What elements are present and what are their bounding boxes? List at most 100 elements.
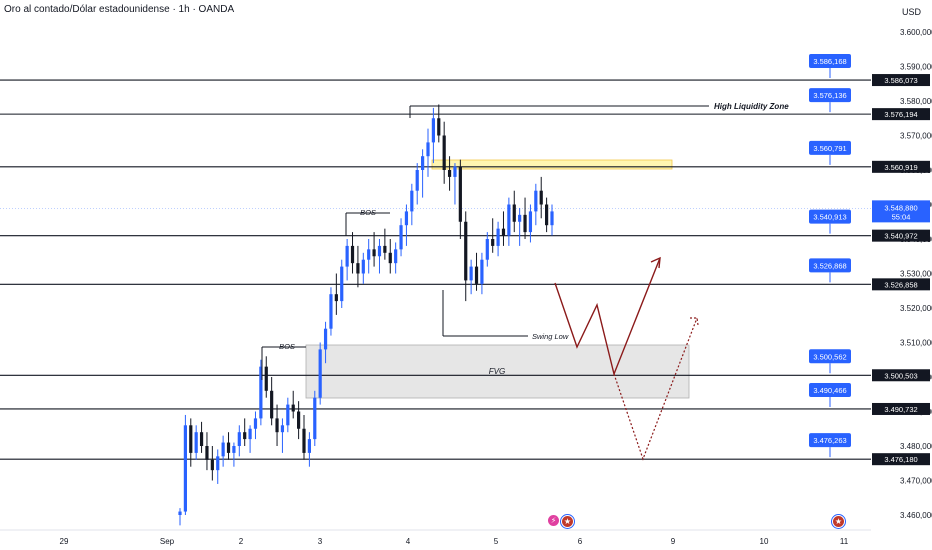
candle-body — [275, 418, 279, 433]
candle-body — [243, 432, 247, 440]
projection-paths — [554, 256, 699, 461]
us-flag-icon[interactable]: ★ — [561, 515, 574, 528]
lightning-icon[interactable]: ⚡ — [548, 515, 559, 526]
candle-body — [297, 411, 301, 429]
badge-value: 3.500,562 — [813, 352, 846, 361]
time-tick-label: 10 — [760, 537, 769, 546]
candle-body — [248, 428, 252, 440]
price-tick-label: 3.520,000 — [900, 304, 932, 313]
annotations: FVG High Liquidity Zone BOS BOS Swing Low — [261, 102, 789, 380]
candle-body — [350, 245, 355, 264]
time-tick-label: 2 — [239, 537, 244, 546]
candle-body — [491, 239, 495, 246]
candle-body — [345, 245, 349, 267]
projection-dotted-path — [613, 317, 698, 461]
level-badge: 3.586,168 — [809, 54, 851, 79]
candle-body — [340, 266, 344, 302]
time-tick-label: 9 — [671, 537, 676, 546]
level-price-box — [872, 369, 930, 382]
projection-arrowhead — [650, 256, 661, 269]
price-tick-label: 3.470,000 — [900, 477, 932, 486]
swing-low-label: Swing Low — [532, 332, 569, 341]
candle-body — [226, 442, 231, 453]
candle-body — [302, 428, 306, 453]
badge-value: 3.576,136 — [813, 91, 846, 100]
level-badge: 3.500,562 — [809, 349, 851, 374]
level-badges: 3.586,168 3.576,136 3.560,791 3.540,913 3.52… — [809, 54, 851, 458]
level-price-box — [872, 229, 930, 242]
level-price-label: 3.526,858 — [884, 280, 917, 289]
level-price-box — [872, 108, 930, 121]
candle-body — [394, 249, 398, 264]
current-price-label: 3.548,880 — [884, 203, 917, 212]
candle-body — [178, 511, 182, 515]
countdown-label: 55:04 — [892, 212, 911, 221]
time-axis: 29 Sep 2 3 4 5 6 9 10 11 — [0, 529, 871, 546]
candle-body — [474, 266, 479, 284]
candle-body — [361, 259, 365, 274]
current-price-box — [872, 200, 930, 223]
price-tick-label: 3.590,000 — [900, 63, 932, 72]
candle-body — [421, 156, 425, 170]
liquidity-zone-rect — [431, 159, 673, 170]
candle-body — [399, 225, 403, 250]
candle-body — [528, 211, 533, 233]
chart-title: Oro al contado/Dólar estadounidense · 1h… — [4, 4, 235, 15]
event-icons-2[interactable]: ★ — [832, 515, 845, 528]
badge-box — [809, 258, 851, 273]
badge-box — [809, 140, 851, 155]
candle-body — [512, 204, 516, 222]
price-tick-label: 3.600,000 — [900, 28, 932, 37]
level-price-label: 3.560,919 — [884, 163, 917, 172]
bos-label: BOS — [279, 342, 295, 351]
time-tick-label: 5 — [494, 537, 499, 546]
candle-body — [259, 366, 263, 419]
candle-body — [216, 456, 220, 471]
candle-body — [550, 211, 554, 226]
candle-body — [480, 259, 484, 284]
badge-value: 3.490,466 — [813, 386, 846, 395]
candle-body — [426, 142, 430, 157]
candle-body — [388, 252, 392, 264]
high-liquidity-zone-label: High Liquidity Zone — [714, 102, 789, 111]
candle-body — [539, 190, 543, 205]
candle-body — [210, 459, 214, 471]
candle-body — [458, 166, 462, 222]
price-tick-label: 3.460,000 — [900, 511, 932, 520]
candle-body — [221, 442, 225, 457]
candle-body — [507, 204, 511, 236]
badge-box — [809, 54, 851, 69]
candle-body — [318, 349, 322, 398]
candle-body — [307, 439, 311, 453]
projection-dotted-arrowhead — [690, 317, 699, 326]
candle-body — [367, 249, 371, 260]
candle-body — [496, 228, 500, 246]
level-badge: 3.576,136 — [809, 88, 851, 113]
level-price-label: 3.490,732 — [884, 405, 917, 414]
candle-body — [453, 166, 457, 177]
projection-solid-path — [554, 257, 661, 377]
level-price-label: 3.586,073 — [884, 76, 917, 85]
candle-body — [383, 245, 387, 253]
fvg-zone — [305, 159, 690, 399]
candle-body — [447, 170, 452, 177]
candle-body — [431, 118, 435, 143]
level-badge: 3.526,868 — [809, 258, 851, 283]
level-price-label: 3.576,194 — [884, 110, 917, 119]
fvg-rect — [305, 344, 690, 399]
price-tick-label: 3.480,000 — [900, 442, 932, 451]
candle-body — [545, 204, 549, 226]
candle-body — [485, 239, 489, 260]
candle-body — [464, 221, 468, 281]
candle-body — [323, 328, 328, 350]
price-tick-label: 3.510,000 — [900, 339, 932, 348]
candle-body — [404, 211, 409, 226]
currency-label: USD — [902, 7, 922, 17]
candle-body — [437, 118, 441, 136]
price-tick-label: 3.530,000 — [900, 270, 932, 279]
us-flag-icon[interactable]: ★ — [832, 515, 845, 528]
badge-value: 3.560,791 — [813, 144, 846, 153]
event-icons[interactable]: ⚡ ★ — [548, 515, 574, 528]
level-badge: 3.476,263 — [809, 433, 851, 458]
